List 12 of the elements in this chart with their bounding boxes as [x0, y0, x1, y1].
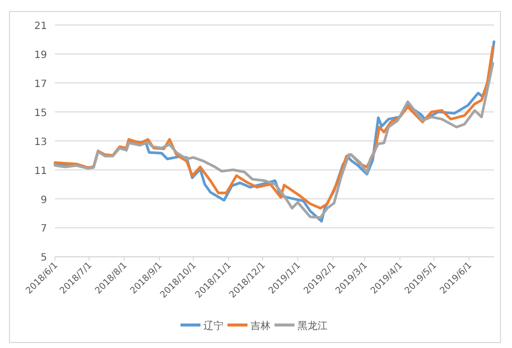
y-tick-label: 13 — [34, 136, 47, 148]
y-tick-label: 19 — [34, 50, 47, 61]
y-tick-label: 11 — [34, 166, 47, 177]
legend-label: 辽宁 — [204, 320, 224, 332]
y-tick-label: 7 — [40, 224, 47, 235]
y-tick-label: 9 — [40, 194, 47, 206]
legend-label: 黑龙江 — [298, 320, 328, 332]
y-tick-label: 15 — [34, 108, 47, 119]
y-tick-label: 5 — [40, 252, 47, 264]
y-tick-label: 21 — [34, 21, 47, 32]
y-tick-label: 17 — [34, 78, 47, 90]
legend-label: 吉林 — [250, 320, 270, 332]
